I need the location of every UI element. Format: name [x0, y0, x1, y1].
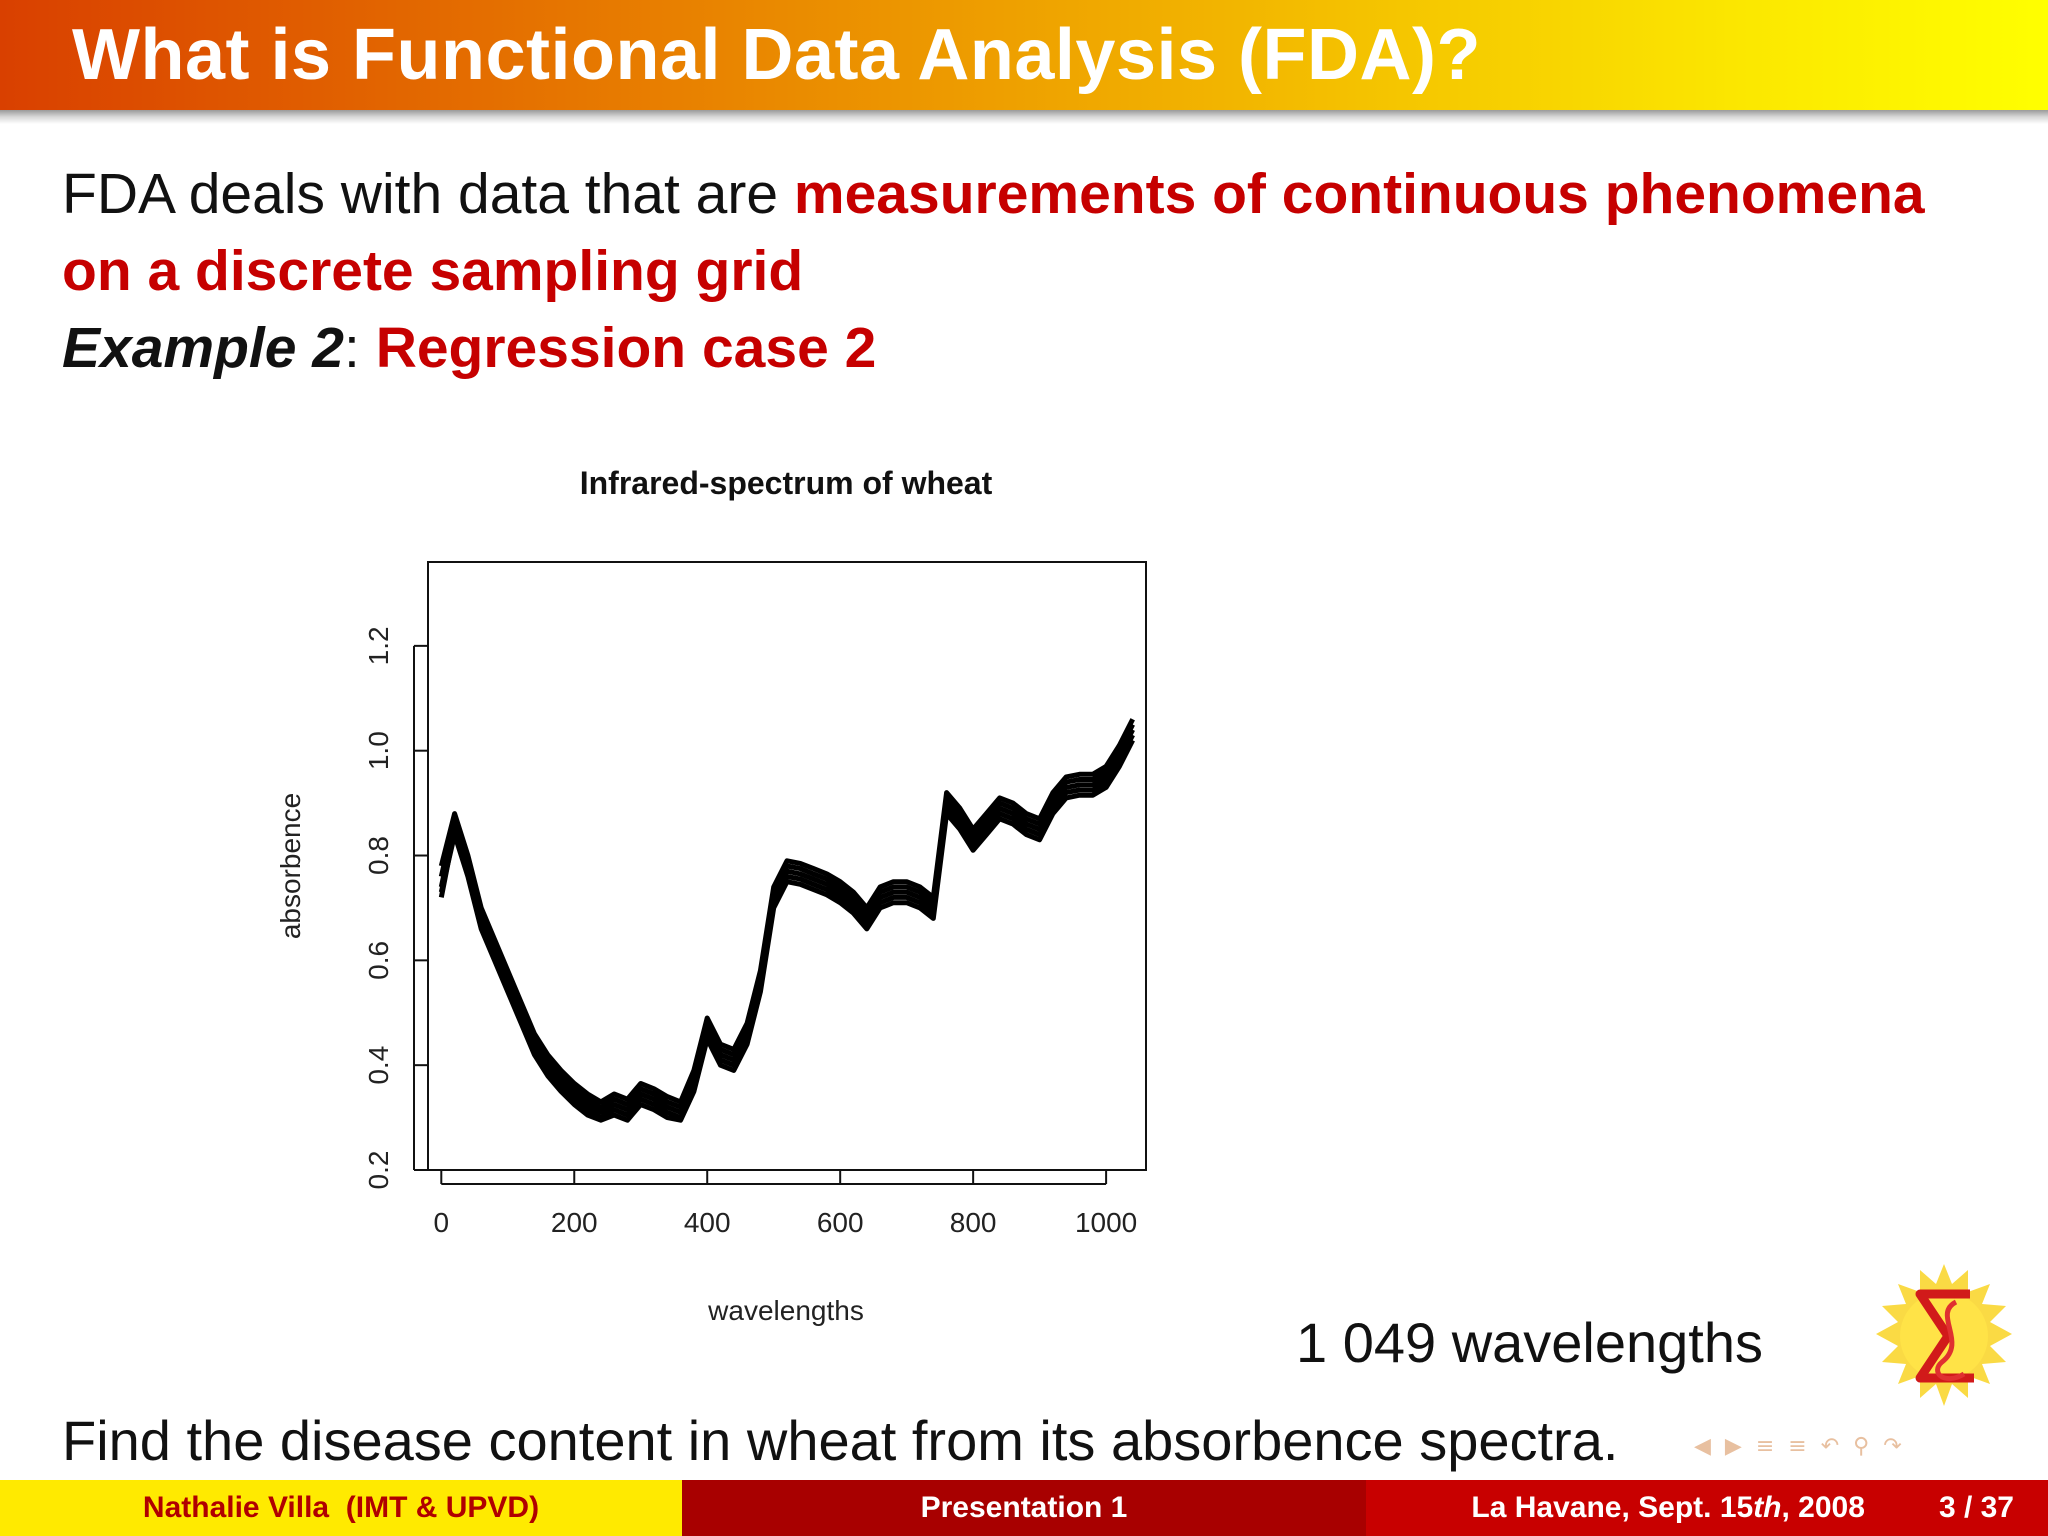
footer-venue-suffix: , 2008 [1781, 1491, 1865, 1524]
footer-page-number: 3 / 37 [1938, 1491, 2014, 1524]
y-tick-label: 0.8 [363, 836, 394, 875]
example-separator: : [344, 316, 376, 380]
title-shadow [0, 110, 2048, 124]
university-logo [1876, 1264, 2012, 1406]
logo-script-icon [1935, 1299, 1966, 1382]
footer-venue-th: th [1753, 1491, 1782, 1524]
nav-forward-icon[interactable]: ↷ [1883, 1434, 1902, 1459]
example-title: Regression case 2 [375, 316, 877, 380]
spectrum-line-3 [438, 733, 1135, 1121]
bottom-statement: Find the disease content in wheat from i… [62, 1409, 1619, 1472]
footer-presentation-title: Presentation 1 [682, 1480, 1366, 1536]
slide-title: What is Functional Data Analysis (FDA)? [72, 15, 1481, 95]
wavelength-count-note: 1 049 wavelengths [1296, 1311, 1764, 1374]
x-tick-label: 200 [551, 1207, 598, 1238]
body-line-1-plain: FDA deals with data that are [62, 162, 794, 226]
y-tick-label: 0.6 [363, 941, 394, 980]
nav-back-icon[interactable]: ↶ [1820, 1434, 1840, 1459]
x-tick-label: 600 [817, 1207, 864, 1238]
footer-venue: La Havane, Sept. 15th, 2008 [1471, 1491, 1865, 1525]
footer: Nathalie Villa (IMT & UPVD) Presentation… [0, 1480, 2048, 1536]
x-tick-label: 800 [950, 1207, 997, 1238]
beamer-navigation: ◀ ▶ ≡ ≡ ↶ ⚲ ↷ [1694, 1432, 1902, 1462]
nav-section-icon[interactable]: ≡ [1755, 1434, 1775, 1459]
nav-left-icon[interactable]: ◀ [1694, 1434, 1711, 1459]
y-tick-label: 0.2 [363, 1151, 394, 1190]
footer-venue-page: La Havane, Sept. 15th, 2008 3 / 37 [1366, 1480, 2048, 1536]
y-axis-label: absorbence [275, 793, 306, 939]
chart-title: Infrared-spectrum of wheat [580, 465, 993, 501]
example-line: Example 2: Regression case 2 [62, 310, 2002, 387]
body-line-2-highlight: on a discrete sampling grid [62, 239, 804, 303]
body-line-1-highlight: measurements of continuous phenomena [793, 162, 1925, 226]
y-tick-label: 0.4 [363, 1046, 394, 1085]
y-tick-label: 1.0 [363, 731, 394, 770]
nav-subsection-icon[interactable]: ≡ [1788, 1434, 1807, 1459]
x-tick-label: 400 [684, 1207, 731, 1238]
spectrum-line-4 [438, 718, 1135, 1105]
y-tick-label: 1.2 [363, 626, 394, 665]
slide-body: FDA deals with data that are measurement… [62, 156, 2002, 387]
spectrum-line-5 [438, 739, 1135, 1123]
footer-author: Nathalie Villa (IMT & UPVD) [0, 1480, 682, 1536]
plot-frame [427, 561, 1147, 1171]
nav-right-icon[interactable]: ▶ [1724, 1434, 1742, 1459]
example-label: Example 2 [62, 316, 344, 380]
nav-search-icon[interactable]: ⚲ [1853, 1434, 1870, 1459]
body-line-1: FDA deals with data that are measurement… [62, 156, 2002, 233]
x-tick-label: 1000 [1075, 1207, 1137, 1238]
logo-sigma-icon [1915, 1289, 1974, 1383]
absorbance-chart: Infrared-spectrum of wheat 0 200 400 600 800 1… [275, 465, 1147, 1326]
x-axis-label: wavelengths [707, 1295, 864, 1326]
footer-venue-prefix: La Havane, Sept. 15 [1471, 1491, 1754, 1524]
title-bar [0, 0, 2048, 110]
x-tick-label: 0 [434, 1207, 450, 1238]
